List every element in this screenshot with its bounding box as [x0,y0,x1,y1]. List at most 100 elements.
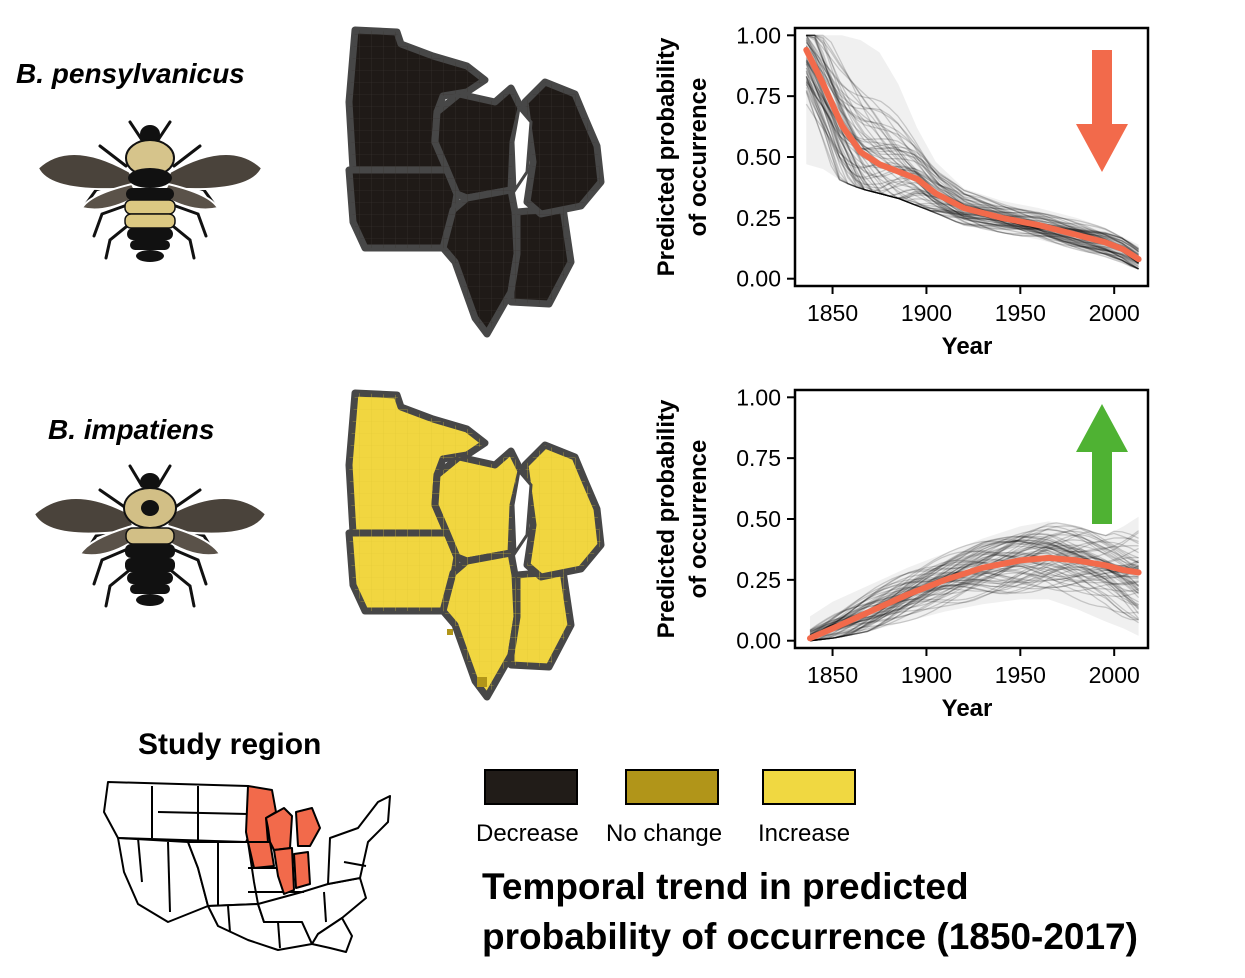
y-axis-label-line1: Predicted probability [653,37,680,276]
legend-swatch-increase [762,769,856,805]
y-tick-label: 0.25 [736,567,781,593]
posterior-draw-line [809,567,1139,642]
posterior-draw-line [809,550,1140,642]
region-map-pensylvanicus [345,26,605,338]
posterior-draw-line [809,572,1139,642]
posterior-draw-line [806,34,1140,253]
posterior-draw-line [809,544,1139,639]
posterior-draw-line [809,539,1139,641]
posterior-draw-line [805,61,1139,262]
no-change-county [447,629,453,635]
posterior-draw-line [809,565,1139,642]
posterior-draw-line [806,34,1139,251]
y-tick-label: 1.00 [736,22,781,48]
posterior-draw-line [805,71,1139,270]
legend-label-decrease: Decrease [476,820,579,847]
y-tick-label: 0.00 [736,628,781,654]
posterior-draw-line [809,541,1139,638]
posterior-draw-line [805,90,1139,270]
posterior-draw-line [805,71,1139,270]
posterior-draw-line [805,76,1139,262]
posterior-draw-line [809,525,1139,636]
posterior-draw-line [809,533,1139,631]
mean-trend-line-pensylvanicus [803,46,1142,263]
posterior-draw-line [809,555,1140,642]
figure-caption-line1: Temporal trend in predicted [482,866,969,907]
posterior-draw-line [805,103,1139,270]
posterior-draw-line [805,53,1139,253]
mean-trend-line-impatiens [807,554,1142,642]
species-label-pensylvanicus: B. pensylvanicus [16,58,245,89]
posterior-draw-line [805,75,1139,270]
posterior-draw-line [806,34,1139,260]
posterior-draw-line [809,568,1140,642]
posterior-draw-line [805,34,1140,252]
posterior-draw-line [805,67,1139,269]
posterior-draw-line [805,81,1139,260]
posterior-draw-line [809,547,1140,641]
posterior-draw-line [805,80,1139,270]
posterior-draw-line [805,44,1139,252]
x-tick-label: 1850 [807,662,858,688]
posterior-draw-line [805,41,1139,258]
posterior-draw-line [809,541,1139,638]
y-tick-label: 0.25 [736,205,781,231]
posterior-draw-line [809,566,1139,642]
y-tick-label: 0.75 [736,83,781,109]
posterior-draw-line [805,78,1139,270]
trend-arrow-down-icon [1076,50,1128,172]
legend-label-no-change: No change [606,820,723,847]
posterior-draw-line [809,565,1139,640]
posterior-draw-line [809,575,1139,642]
y-tick-label: 0.75 [736,445,781,471]
y-tick-label: 0.00 [736,266,781,292]
posterior-draw-line [805,34,1140,257]
posterior-draw-line [809,565,1140,642]
trend-arrow-up-icon [1076,404,1128,524]
posterior-draw-line [809,552,1139,638]
legend-swatch-no-change [625,769,719,805]
x-axis-label: Year [942,333,993,360]
posterior-draw-line [806,34,1139,257]
posterior-draw-line [805,45,1139,263]
posterior-draw-line [805,41,1139,264]
x-tick-label: 1950 [995,300,1046,326]
posterior-draw-line [809,572,1139,642]
chart-pensylvanicus: 0.00 0.25 0.50 0.75 1.00 1850 1900 1950 2000 Ye… [653,22,1150,360]
posterior-draws-band-impatiens [810,516,1139,641]
posterior-draw-line [805,34,1139,256]
region-map-impatiens [345,389,605,701]
y-tick-label: 1.00 [736,384,781,410]
posterior-draws-impatiens [809,522,1140,642]
x-tick-label: 2000 [1089,300,1140,326]
x-tick-label: 1950 [995,662,1046,688]
study-region-title: Study region [138,728,322,761]
posterior-draw-line [809,554,1139,636]
posterior-draw-line [806,34,1139,250]
posterior-draw-line [809,544,1139,642]
posterior-draw-line [809,562,1139,642]
x-axis-label: Year [942,695,993,722]
posterior-draws-band-pensylvanicus [806,35,1139,269]
posterior-draw-line [809,522,1139,636]
bee-pensylvanicus-illustration [36,120,264,262]
posterior-band [810,516,1139,641]
study-region-highlight [245,785,321,895]
posterior-draw-line [809,527,1139,638]
posterior-draw-line [809,546,1139,638]
bee-impatiens-illustration [32,464,268,608]
posterior-draw-line [809,545,1139,637]
posterior-draw-line [806,34,1139,249]
posterior-draw-line [805,64,1139,270]
species-label-impatiens: B. impatiens [48,414,215,445]
posterior-band [806,35,1139,269]
x-tick-label: 1850 [807,300,858,326]
posterior-draw-line [805,84,1139,265]
posterior-draw-line [806,34,1139,250]
no-change-county [477,677,487,687]
y-tick-label: 0.50 [736,506,781,532]
posterior-draw-line [809,559,1139,638]
posterior-draw-line [809,547,1139,638]
y-axis-label-line1: Predicted probability [653,399,680,638]
legend-swatch-decrease [484,769,578,805]
